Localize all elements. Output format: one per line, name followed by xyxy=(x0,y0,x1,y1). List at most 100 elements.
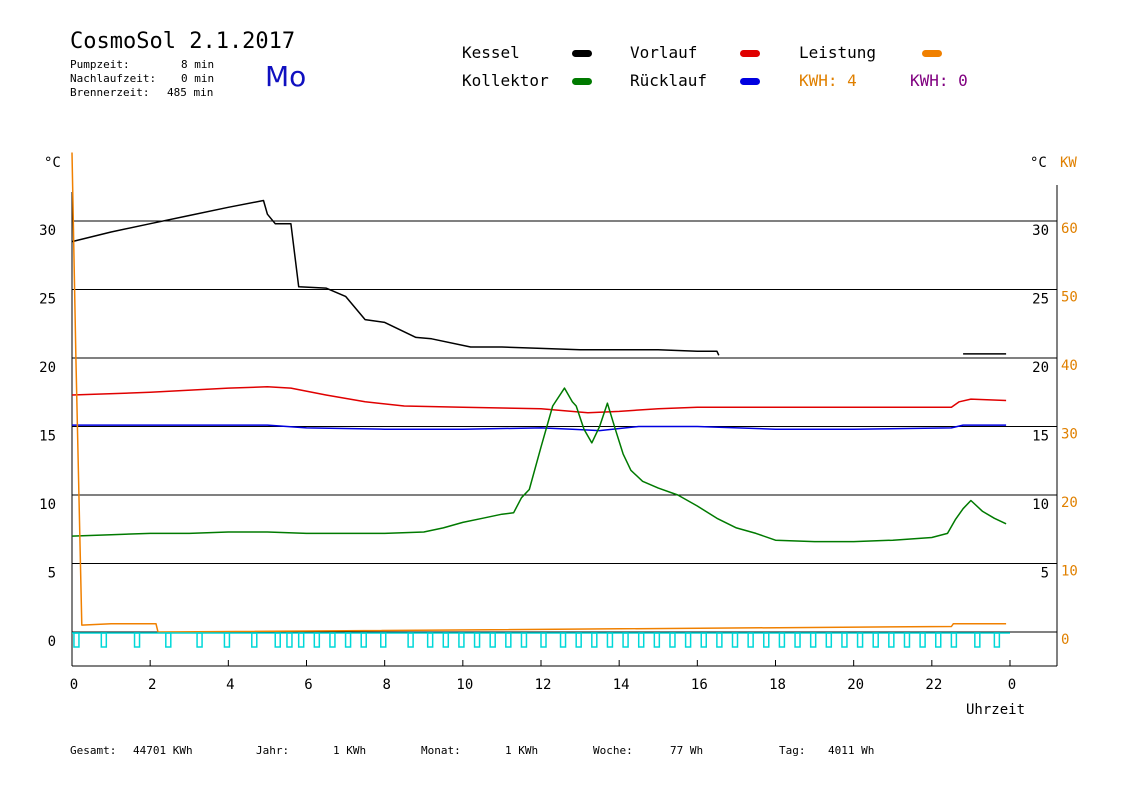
y-tick-right-c-label: 25 xyxy=(1032,292,1049,308)
pump-on-marker xyxy=(559,632,567,648)
right-axis-unit-celsius: °C xyxy=(1030,155,1047,171)
y-tick-right-kw-label: 60 xyxy=(1061,221,1078,237)
series-line-leistung xyxy=(71,152,1007,633)
legend-kollektor-swatch xyxy=(572,78,592,85)
pump-on-marker xyxy=(825,632,833,648)
pump-on-marker xyxy=(505,632,512,648)
y-tick-left-label: 20 xyxy=(39,360,56,376)
x-tick-label: 2 xyxy=(148,677,156,693)
pump-on-marker xyxy=(426,632,434,648)
pump-on-marker xyxy=(974,632,981,648)
gridlines xyxy=(72,220,1057,633)
pump-on-marker xyxy=(809,632,817,648)
stat-pumpzeit-label: Pumpzeit: xyxy=(70,58,130,71)
footer-woche-label: Woche: xyxy=(593,744,633,757)
pump-on-marker xyxy=(622,632,629,648)
legend-ruecklauf-label: Rücklauf xyxy=(630,71,708,90)
y-tick-right-kw-label: 50 xyxy=(1061,290,1078,306)
series-line-kollektor xyxy=(71,387,1007,543)
series-line-rcklauf xyxy=(72,424,1007,432)
pump-on-marker xyxy=(575,632,582,648)
pump-on-marker xyxy=(669,632,676,648)
pump-on-marker xyxy=(380,632,387,648)
pump-on-marker xyxy=(313,632,321,648)
stat-pumpzeit-value: 8 min xyxy=(181,58,215,71)
legend-kwh-solar: KWH: 4 xyxy=(799,71,857,90)
pump-on-marker xyxy=(251,632,258,648)
pump-on-marker xyxy=(489,632,496,648)
pump-on-marker xyxy=(473,632,481,648)
stat-brennerzeit-value: 485 min xyxy=(167,86,214,99)
pump-on-marker xyxy=(684,632,692,648)
pump-on-marker xyxy=(872,632,879,648)
pump-on-marker xyxy=(716,632,723,648)
legend-leistung-swatch xyxy=(922,50,942,57)
legend-kessel-label: Kessel xyxy=(462,43,520,62)
pump-on-marker xyxy=(653,632,661,648)
pump-on-marker xyxy=(329,632,336,648)
legend-vorlauf-label: Vorlauf xyxy=(630,43,698,62)
footer-tag-value: 4011 Wh xyxy=(828,744,875,757)
x-tick-label: 4 xyxy=(226,677,234,693)
pump-on-marker xyxy=(794,632,801,648)
tick-labels: 0 2 4 6 8 10 12 14 16 18 20 22 0 0 5 10 15 20 25 30 5 10 15 20 2… xyxy=(39,221,1078,693)
pump-on-marker xyxy=(950,632,958,648)
pump-on-marker xyxy=(407,632,414,648)
footer-jahr-value: 1 KWh xyxy=(333,744,367,757)
y-tick-right-kw-label: 20 xyxy=(1061,495,1078,511)
legend-kollektor-label: Kollektor xyxy=(462,71,549,90)
pump-on-marker xyxy=(841,632,848,648)
x-tick-label: 0 xyxy=(70,677,78,693)
pump-on-marker xyxy=(458,632,465,648)
x-tick-label: 14 xyxy=(613,677,630,693)
pump-on-marker xyxy=(100,632,108,648)
pump-on-marker xyxy=(763,632,770,648)
x-tick-label: 22 xyxy=(925,677,942,693)
weekday-label: Mo xyxy=(265,60,307,93)
y-tick-left-label: 10 xyxy=(39,497,56,513)
y-tick-left-label: 15 xyxy=(39,429,56,445)
y-tick-right-kw-label: 10 xyxy=(1061,564,1078,580)
pump-on-marker xyxy=(856,632,864,648)
footer-gesamt-label: Gesamt: xyxy=(70,744,117,757)
x-tick-label: 6 xyxy=(304,677,312,693)
pump-on-marker xyxy=(731,632,739,648)
pump-on-marker xyxy=(934,632,942,648)
y-tick-left-label: 25 xyxy=(39,292,56,308)
pump-on-marker xyxy=(919,632,926,648)
x-tick-label: 16 xyxy=(691,677,708,693)
stat-nachlaufzeit-value: 0 min xyxy=(181,72,215,85)
left-axis-unit: °C xyxy=(44,155,61,171)
pump-on-marker xyxy=(888,632,895,648)
y-tick-left-label: 5 xyxy=(48,566,56,582)
legend-vorlauf-swatch xyxy=(740,50,760,57)
pump-on-marker xyxy=(606,632,614,648)
pump-on-marker xyxy=(637,632,645,648)
stat-nachlaufzeit-label: Nachlaufzeit: xyxy=(70,72,157,85)
pump-on-marker xyxy=(344,632,352,648)
legend-kessel-swatch xyxy=(572,50,592,57)
y-tick-right-kw-label: 30 xyxy=(1061,427,1078,443)
pump-on-marker xyxy=(903,632,911,648)
y-tick-left-label: 30 xyxy=(39,223,56,239)
x-tick-label: 18 xyxy=(769,677,786,693)
series-lines xyxy=(71,152,1007,633)
axes xyxy=(71,185,1058,667)
x-tick-label: 20 xyxy=(847,677,864,693)
pump-on-marker xyxy=(520,632,528,648)
footer-tag-label: Tag: xyxy=(779,744,806,757)
x-tick-label: 8 xyxy=(382,677,390,693)
y-tick-right-kw-label: 0 xyxy=(1061,632,1069,648)
y-tick-right-kw-label: 40 xyxy=(1061,358,1078,374)
pump-on-marker xyxy=(73,632,80,648)
x-tick-label: 12 xyxy=(535,677,552,693)
pump-on-marker xyxy=(993,632,1001,648)
pump-on-marker xyxy=(286,632,293,648)
y-tick-right-c-label: 5 xyxy=(1041,566,1049,582)
series-line-kessel xyxy=(71,199,720,356)
footer-monat-label: Monat: xyxy=(421,744,461,757)
x-tick-label: 10 xyxy=(456,677,473,693)
pump-on-marker xyxy=(223,632,231,648)
legend-kwh-other: KWH: 0 xyxy=(910,71,968,90)
